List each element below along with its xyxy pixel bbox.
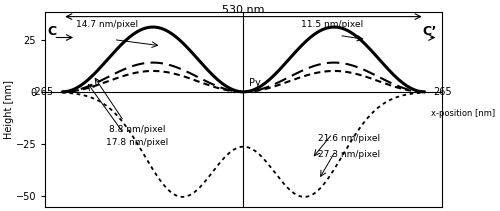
Y-axis label: Height [nm]: Height [nm] xyxy=(4,80,14,139)
Text: 530 nm: 530 nm xyxy=(222,4,264,15)
Text: C: C xyxy=(48,25,56,38)
Text: Py: Py xyxy=(249,78,260,88)
Text: 14.7 nm/pixel: 14.7 nm/pixel xyxy=(76,20,138,29)
Text: -265: -265 xyxy=(32,87,54,97)
Text: 21.6 nm/pixel: 21.6 nm/pixel xyxy=(318,134,380,143)
Text: 11.5 nm/pixel: 11.5 nm/pixel xyxy=(301,20,364,29)
Text: 8.8 nm/pixel: 8.8 nm/pixel xyxy=(110,125,166,134)
Text: 17.8 nm/pixel: 17.8 nm/pixel xyxy=(106,138,168,147)
Text: x-position [nm]: x-position [nm] xyxy=(432,109,496,118)
Text: C’: C’ xyxy=(422,25,436,38)
Text: 265: 265 xyxy=(434,87,452,97)
Text: 27.3 nm/pixel: 27.3 nm/pixel xyxy=(318,150,380,159)
